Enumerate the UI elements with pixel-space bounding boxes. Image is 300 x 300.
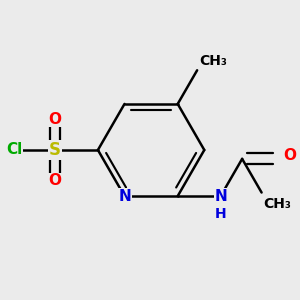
Text: O: O [283, 148, 296, 163]
Text: O: O [48, 112, 62, 127]
Text: S: S [49, 141, 61, 159]
Text: H: H [215, 208, 226, 221]
Text: CH₃: CH₃ [199, 54, 227, 68]
Text: O: O [48, 173, 62, 188]
Text: CH₃: CH₃ [264, 196, 292, 211]
Text: N: N [118, 189, 131, 204]
Text: Cl: Cl [6, 142, 22, 158]
Text: N: N [214, 189, 227, 204]
